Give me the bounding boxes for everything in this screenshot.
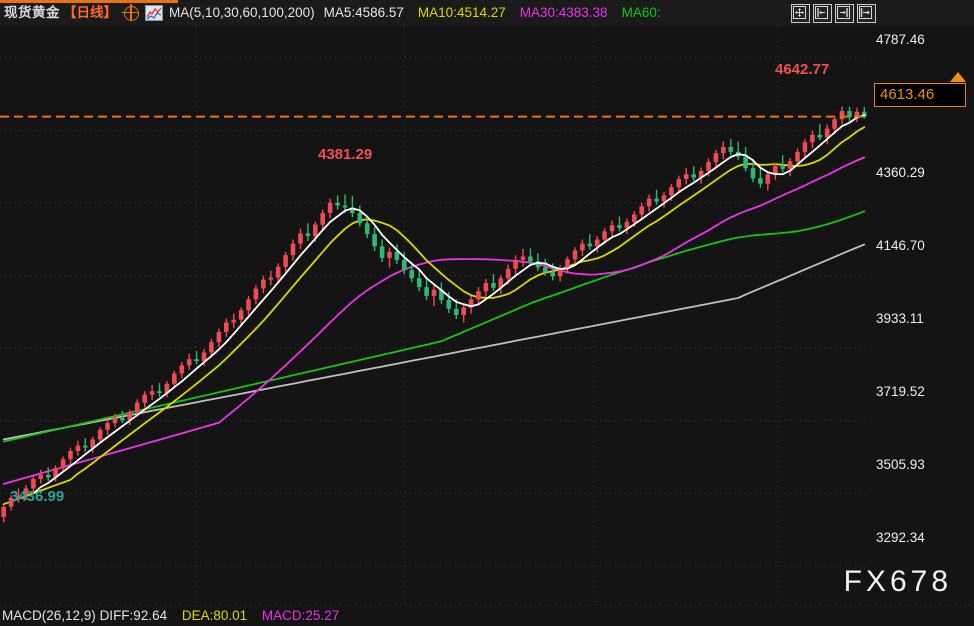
ma10-value: MA10:4514.27 bbox=[417, 5, 506, 20]
symbol-name: 现货黄金 bbox=[4, 5, 60, 20]
macd-dea: DEA:80.01 bbox=[181, 608, 248, 623]
price-chart-plot[interactable] bbox=[0, 26, 868, 604]
macd-diff: DIFF:92.64 bbox=[99, 608, 168, 623]
chart-header: 现货黄金 【日线】 MA(5,10,30,60,100,200) MA5:458… bbox=[0, 0, 974, 26]
crosshair-circle-icon[interactable] bbox=[122, 3, 139, 21]
annotation-period-high: 4642.77 bbox=[775, 61, 830, 78]
symbol-period: 【日线】 bbox=[63, 5, 117, 20]
axis-label-1: 4360.29 bbox=[876, 165, 925, 180]
accent-bar bbox=[0, 0, 178, 3]
watermark-fx678: FX678 bbox=[843, 565, 952, 598]
axis-label-5: 3505.93 bbox=[876, 457, 925, 472]
mini-chart-icon[interactable] bbox=[145, 5, 163, 21]
annotation-interim-peak: 4381.29 bbox=[318, 146, 373, 163]
macd-legend: MACD(26,12,9) DIFF:92.64 DEA:80.01 MACD:… bbox=[2, 608, 339, 623]
macd-name: MACD(26,12,9) bbox=[2, 608, 96, 623]
candlestick-svg bbox=[0, 26, 868, 604]
axis-label-3: 3933.11 bbox=[876, 311, 924, 326]
price-axis[interactable]: 4787.46 4360.29 4146.70 3933.11 3719.52 … bbox=[868, 26, 974, 604]
current-price-arrow-icon bbox=[950, 72, 966, 82]
macd-value: MACD:25.27 bbox=[261, 608, 340, 623]
axis-label-4: 3719.52 bbox=[876, 384, 925, 399]
align-right-button[interactable] bbox=[835, 4, 854, 23]
scroll-end-button[interactable] bbox=[857, 4, 876, 23]
align-left-button[interactable] bbox=[813, 4, 832, 23]
ma60-value: MA60: bbox=[621, 5, 661, 20]
ma5-value: MA5:4586.57 bbox=[323, 5, 404, 20]
current-price-tag[interactable]: 4613.46 bbox=[874, 83, 966, 107]
axis-label-0: 4787.46 bbox=[876, 32, 925, 47]
ma30-value: MA30:4383.38 bbox=[519, 5, 608, 20]
axis-label-2: 4146.70 bbox=[876, 238, 925, 253]
axis-label-6: 3292.34 bbox=[876, 530, 925, 545]
fit-screen-button[interactable] bbox=[791, 4, 810, 23]
macd-panel[interactable]: MACD(26,12,9) DIFF:92.64 DEA:80.01 MACD:… bbox=[0, 604, 974, 626]
annotation-period-low: 3436.99 bbox=[10, 488, 65, 505]
chart-toolbar bbox=[791, 4, 876, 23]
ma-definition: MA(5,10,30,60,100,200) bbox=[169, 5, 315, 20]
